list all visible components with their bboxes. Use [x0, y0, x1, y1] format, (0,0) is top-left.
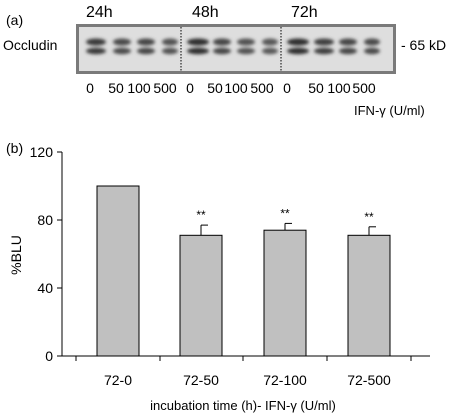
- concentration-label: IFN-γ (U/ml): [354, 103, 425, 118]
- blot-band-lower: [137, 47, 155, 55]
- x-tick-label: 72-500: [347, 372, 391, 388]
- blot-band-upper: [262, 38, 278, 46]
- significance-marker: **: [280, 206, 290, 220]
- lane-label: 0: [86, 80, 94, 96]
- blot-band-lower: [113, 47, 131, 55]
- lane-label: 100: [127, 80, 151, 96]
- panel-b-label: (b): [6, 140, 24, 156]
- lane-label: 500: [352, 80, 376, 96]
- blot-band-upper: [162, 38, 178, 46]
- blot-band-upper: [339, 38, 357, 46]
- lane-label: 100: [224, 80, 248, 96]
- x-tick-label: 72-50: [183, 372, 219, 388]
- bar: [96, 185, 140, 357]
- blot-band-upper: [213, 38, 231, 46]
- y-tick-label: 0: [45, 348, 53, 364]
- significance-marker: **: [364, 210, 374, 224]
- blot-band-upper: [187, 38, 209, 46]
- blot-band-lower: [339, 47, 357, 55]
- blot-band-lower: [262, 47, 278, 55]
- y-tick-label: 120: [30, 144, 54, 160]
- blot-band-lower: [237, 47, 255, 55]
- blot-band-lower: [364, 47, 380, 55]
- blot-band-upper: [314, 38, 334, 46]
- blot-band-upper: [113, 38, 131, 46]
- x-axis-label: incubation time (h)- IFN-γ (U/ml): [150, 398, 336, 413]
- lane-label: 500: [250, 80, 274, 96]
- blot-image: [76, 24, 396, 74]
- lane-label: 0: [186, 80, 194, 96]
- lane-label: 500: [153, 80, 177, 96]
- bar: [263, 229, 307, 357]
- blot-band-upper: [237, 38, 255, 46]
- blot-band-lower: [287, 47, 309, 55]
- blot-band-upper: [137, 38, 155, 46]
- bar: [179, 234, 223, 357]
- panel-a-label: (a): [6, 12, 24, 28]
- blot-band-lower: [213, 47, 231, 55]
- blot-band-upper: [287, 38, 309, 46]
- y-tick-label: 80: [37, 212, 53, 228]
- blot-band-lower: [314, 47, 334, 55]
- time-label-48h: 48h: [192, 4, 219, 21]
- x-tick-label: 72-0: [104, 372, 132, 388]
- lane-label: 50: [207, 80, 223, 96]
- lane-label: 50: [308, 80, 324, 96]
- mw-marker: - 65 kD: [401, 37, 447, 53]
- blot-band-upper: [86, 38, 106, 46]
- lane-label: 0: [283, 80, 291, 96]
- lane-label: 100: [327, 80, 351, 96]
- y-axis-label: %BLU: [8, 235, 24, 275]
- significance-marker: **: [196, 208, 206, 222]
- protein-label: Occludin: [3, 37, 58, 53]
- blot-band-lower: [162, 47, 178, 55]
- bar: [347, 234, 391, 357]
- lane-label: 50: [108, 80, 124, 96]
- blot-band-upper: [364, 38, 380, 46]
- time-label-72h: 72h: [291, 4, 318, 21]
- x-tick-label: 72-100: [263, 372, 307, 388]
- blot-band-lower: [187, 47, 209, 55]
- blot-band-lower: [86, 47, 106, 55]
- time-label-24h: 24h: [86, 4, 113, 21]
- y-tick-label: 40: [37, 280, 53, 296]
